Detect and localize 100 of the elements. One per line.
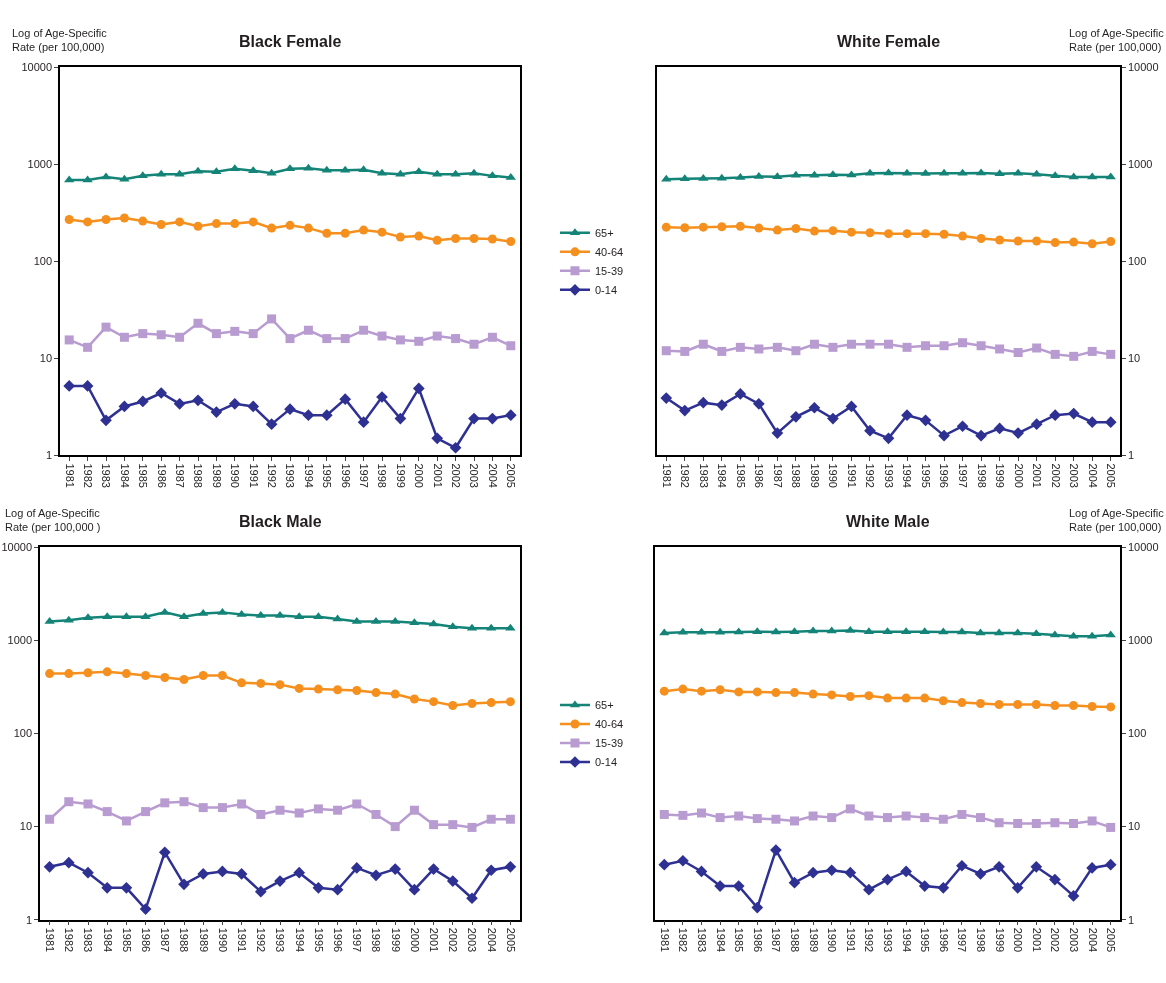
point [715,399,728,411]
point [696,627,707,635]
point [119,213,129,223]
point [863,883,875,896]
y-tick-label: 10 [19,820,33,833]
point [1050,349,1060,359]
x-tick-label: 1983 [695,927,708,953]
point [958,231,968,241]
point [957,809,967,819]
point [486,698,496,708]
point [734,388,747,400]
point [717,222,727,232]
point [119,174,130,182]
point [845,804,855,814]
point [1106,237,1116,247]
point [884,339,893,349]
point [409,694,419,704]
x-tick-label: 1992 [863,927,876,953]
point [957,698,967,708]
point [808,689,818,699]
x-tick-label: 1985 [120,927,133,953]
x-tick-label: 1998 [975,463,988,488]
point [1069,237,1079,247]
x-tick-label: 1982 [82,463,95,488]
point [505,623,516,631]
chart-title: White Male [846,513,930,530]
point [193,318,203,328]
point [920,813,930,823]
point [446,875,459,887]
point [1012,628,1023,636]
point [448,700,458,710]
point [975,628,986,636]
point [827,690,837,700]
point [322,228,332,238]
point [377,227,387,237]
point [826,626,837,634]
point [217,670,227,680]
chart-title: Black Female [239,33,342,50]
x-tick-label: 1984 [714,927,727,953]
x-tick-label: 1985 [733,927,746,953]
point [678,810,688,820]
point [791,223,801,233]
point [294,683,304,693]
point [83,799,93,809]
point [901,693,911,703]
point [808,811,818,821]
x-tick-label: 1986 [140,927,153,953]
point [469,233,479,243]
point [303,163,314,171]
point [236,609,247,617]
x-tick-label: 1989 [210,463,223,488]
point [902,342,912,352]
y2-axis-title: Log of Age-Specific Rate (per 100,000) [1069,507,1165,534]
point [661,346,671,356]
y2-tick-label: 10000 [1127,61,1159,74]
x-tick-label: 1995 [312,927,325,953]
point [772,225,782,235]
point [845,691,855,701]
y-tick-label: 10 [39,352,53,365]
point [506,341,516,351]
point [322,334,332,344]
y2-axis-title: Log of Age-Specific Rate (per 100,000) [1069,27,1165,54]
point [83,342,93,352]
x-tick-label: 1997 [351,927,364,953]
x-tick-label: 1981 [44,927,57,953]
point [312,881,325,894]
x-tick-label: 2005 [504,927,517,953]
point [660,392,673,404]
x-tick-label: 1990 [229,463,242,488]
point [486,623,497,631]
point [487,234,497,244]
point [230,326,240,336]
point [409,805,419,815]
x-tick-label: 2000 [413,463,426,488]
point [193,221,203,231]
point [302,409,315,422]
x-tick-label: 1993 [274,927,287,953]
point [285,334,295,344]
y-axis-title: Log of Age-Specific Rate (per 100,000 ) [5,507,101,534]
point [275,805,285,815]
x-tick-label: 1996 [938,463,951,488]
point [173,398,186,410]
y2-tick-label: 1 [1127,913,1135,926]
point [659,686,669,696]
point [678,684,688,694]
point [394,412,407,425]
x-tick-label: 1984 [101,927,114,953]
x-tick-label: 1990 [827,463,840,488]
x-tick-label: 1989 [807,927,820,953]
y-tick-label: 1000 [7,634,33,647]
point [734,687,744,697]
point [414,231,424,241]
point [448,820,458,830]
point [198,670,208,680]
y-tick-label: 1 [45,449,53,462]
point [487,332,497,342]
point [698,339,708,349]
point [294,808,304,818]
x-tick-label: 2005 [1105,927,1118,953]
x-tick-label: 1996 [339,463,352,488]
